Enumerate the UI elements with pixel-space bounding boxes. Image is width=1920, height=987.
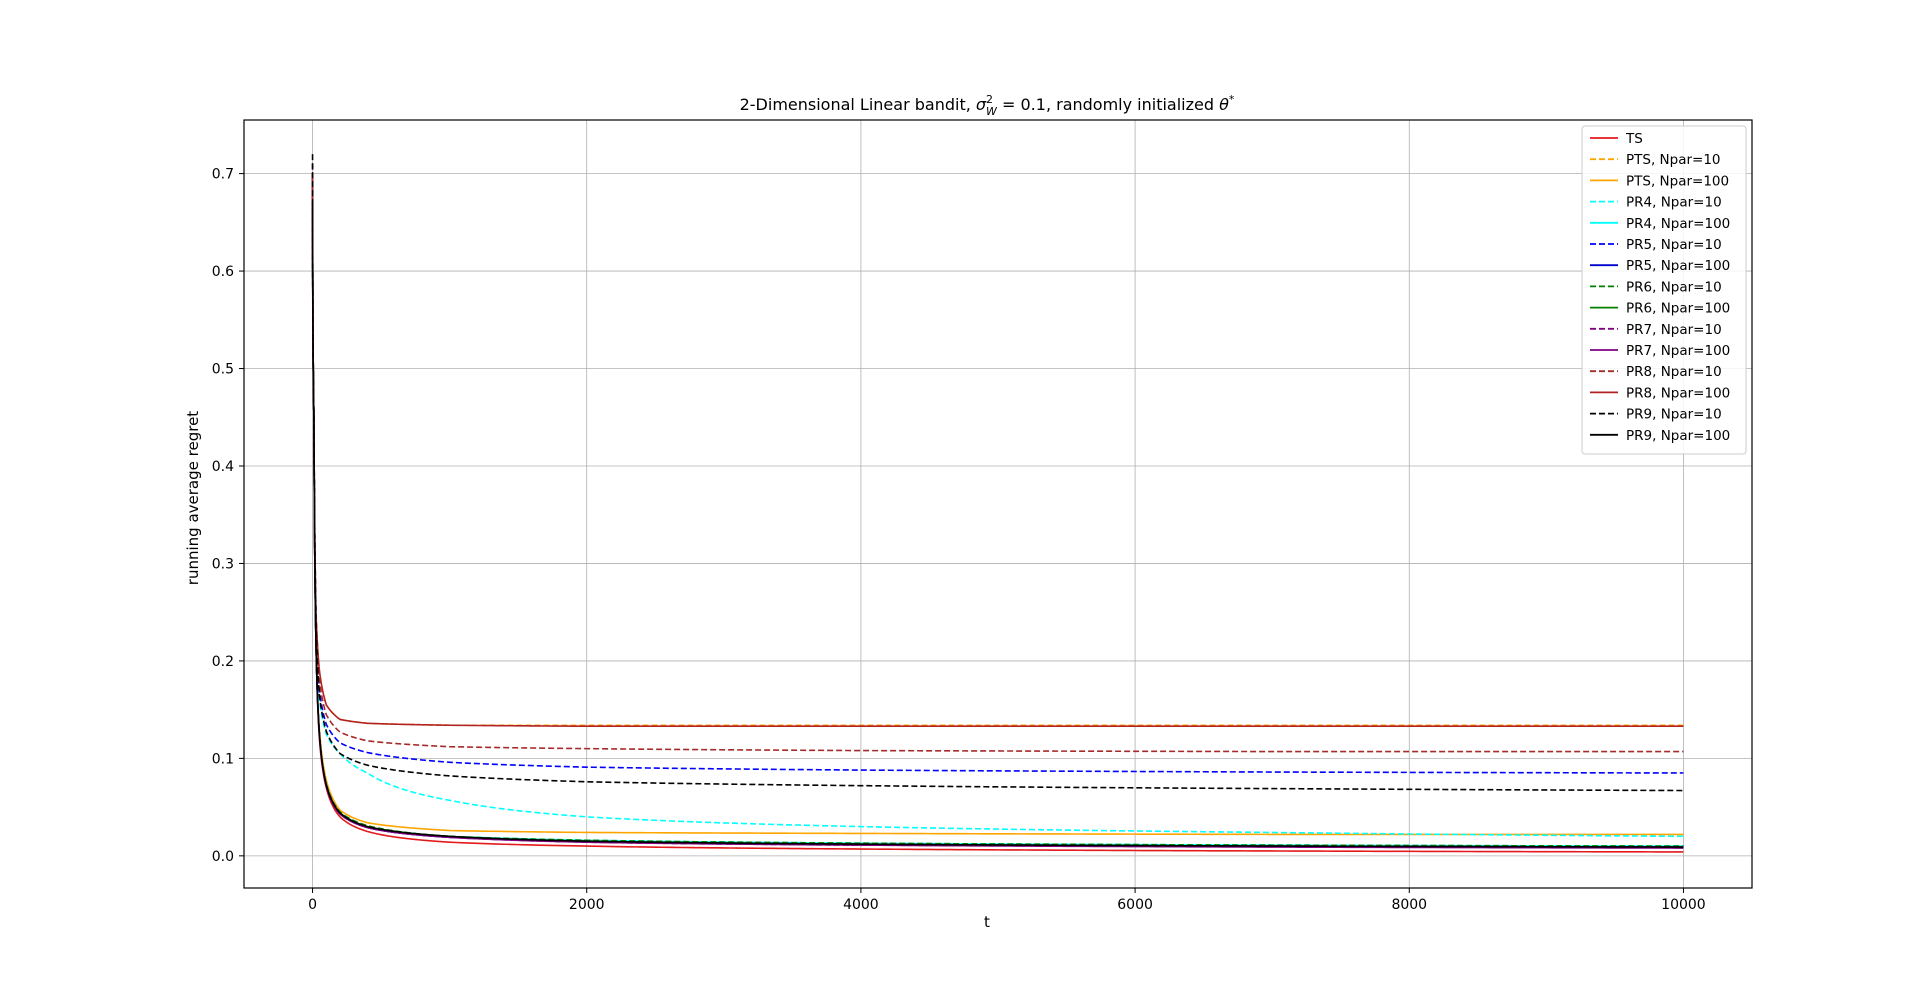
series-line-14 (311, 202, 1684, 848)
legend-label: PTS, Npar=100 (1626, 173, 1729, 189)
legend-label: PTS, Npar=10 (1626, 152, 1721, 168)
x-tick-label: 4000 (843, 897, 879, 913)
x-tick-label: 2000 (569, 897, 605, 913)
legend: TS PTS, Npar=10 PTS, Npar=100 PR4, Npar=10 P… (1581, 125, 1747, 455)
x-tick-label: 0 (308, 897, 317, 913)
legend-label: PR8, Npar=10 (1626, 364, 1722, 380)
legend-label: PR5, Npar=10 (1626, 237, 1722, 253)
series-line-13 (311, 154, 1684, 792)
x-tick-label: 10000 (1661, 897, 1706, 913)
y-axis-ticks: 0.0 0.1 0.2 0.3 0.4 0.5 0.6 0.7 (212, 167, 244, 865)
legend-label: PR7, Npar=100 (1626, 343, 1730, 359)
series-lines (311, 154, 1684, 853)
x-axis-ticks: 0 2000 4000 6000 8000 10000 (308, 888, 1706, 913)
plot-area-frame (243, 119, 1753, 889)
legend-label: PR6, Npar=10 (1626, 279, 1722, 295)
series-line-3 (311, 173, 1684, 838)
y-tick-label: 0.7 (212, 167, 234, 183)
legend-label: PR4, Npar=100 (1626, 216, 1730, 232)
y-tick-label: 0.1 (212, 751, 234, 767)
series-line-12 (311, 173, 1684, 728)
legend-label: PR7, Npar=10 (1626, 322, 1722, 338)
title-sigma: σ (976, 95, 987, 114)
y-tick-label: 0.2 (212, 654, 234, 670)
x-tick-label: 6000 (1117, 897, 1153, 913)
title-sigma-sup: 2 (986, 93, 993, 106)
series-line-1 (311, 173, 1684, 727)
y-tick-label: 0.0 (212, 849, 234, 865)
title-theta: θ (1219, 95, 1229, 114)
title-theta-sup: * (1229, 93, 1235, 106)
chart-title: 2-Dimensional Linear bandit, σ2 W = 0.1, … (740, 93, 1235, 118)
series-line-11 (311, 173, 1684, 753)
legend-label: TS (1625, 131, 1643, 147)
legend-box (1581, 125, 1747, 455)
y-tick-label: 0.6 (212, 264, 234, 280)
y-tick-label: 0.3 (212, 556, 234, 572)
y-axis-label: running average regret (184, 411, 202, 585)
grid (244, 120, 1752, 888)
x-tick-label: 8000 (1391, 897, 1427, 913)
legend-label: PR6, Npar=100 (1626, 301, 1730, 317)
legend-label: PR8, Npar=100 (1626, 385, 1730, 401)
title-middle: = 0.1, randomly initialized (997, 95, 1219, 114)
title-prefix: 2-Dimensional Linear bandit, (740, 95, 976, 114)
legend-label: PR9, Npar=100 (1626, 428, 1730, 444)
title-sigma-sub: W (986, 105, 998, 118)
legend-label: PR9, Npar=10 (1626, 407, 1722, 423)
legend-label: PR5, Npar=100 (1626, 258, 1730, 274)
x-axis-label: t (984, 913, 990, 931)
y-tick-label: 0.4 (212, 459, 234, 475)
y-tick-label: 0.5 (212, 362, 234, 378)
legend-label: PR4, Npar=10 (1626, 195, 1722, 211)
series-line-5 (311, 173, 1684, 774)
